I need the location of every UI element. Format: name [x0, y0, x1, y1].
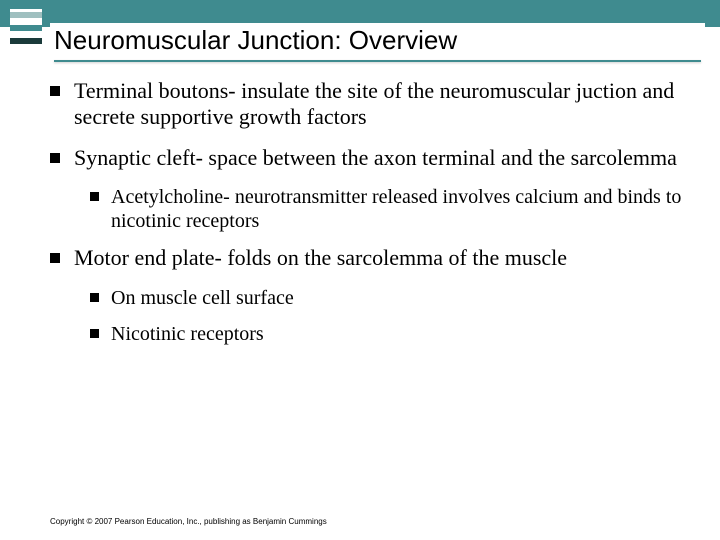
bullet-marker-icon	[50, 253, 60, 263]
bullet-text: On muscle cell surface	[111, 286, 294, 310]
bullet-group-1: Terminal boutons- insulate the site of t…	[50, 78, 690, 131]
bullet-text: Nicotinic receptors	[111, 322, 264, 346]
bullet-marker-icon	[90, 329, 99, 338]
bullet-acetylcholine: Acetylcholine- neurotransmitter released…	[90, 185, 690, 233]
logo-stripe-2	[10, 25, 42, 31]
logo-stripe-3	[10, 38, 42, 44]
bullet-synaptic-cleft: Synaptic cleft- space between the axon t…	[50, 145, 690, 171]
bullet-motor-end-plate: Motor end plate- folds on the sarcolemma…	[50, 245, 690, 271]
bullet-text: Acetylcholine- neurotransmitter released…	[111, 185, 690, 233]
bullet-marker-icon	[90, 192, 99, 201]
bullet-text: Motor end plate- folds on the sarcolemma…	[74, 245, 567, 271]
copyright-text: Copyright © 2007 Pearson Education, Inc.…	[50, 517, 327, 526]
bullet-nicotinic-receptors: Nicotinic receptors	[90, 322, 690, 346]
slide-logo	[10, 9, 42, 47]
bullet-terminal-boutons: Terminal boutons- insulate the site of t…	[50, 78, 690, 131]
bullet-muscle-surface: On muscle cell surface	[90, 286, 690, 310]
title-container: Neuromuscular Junction: Overview	[50, 23, 705, 62]
bullet-marker-icon	[90, 293, 99, 302]
bullet-marker-icon	[50, 86, 60, 96]
bullet-text: Terminal boutons- insulate the site of t…	[74, 78, 690, 131]
content-area: Terminal boutons- insulate the site of t…	[50, 78, 690, 358]
bullet-marker-icon	[50, 153, 60, 163]
bullet-group-3: Motor end plate- folds on the sarcolemma…	[50, 245, 690, 345]
logo-stripe-1	[10, 12, 42, 18]
bullet-group-2: Synaptic cleft- space between the axon t…	[50, 145, 690, 233]
bullet-text: Synaptic cleft- space between the axon t…	[74, 145, 677, 171]
slide-title: Neuromuscular Junction: Overview	[54, 25, 701, 56]
title-underline	[54, 60, 701, 62]
